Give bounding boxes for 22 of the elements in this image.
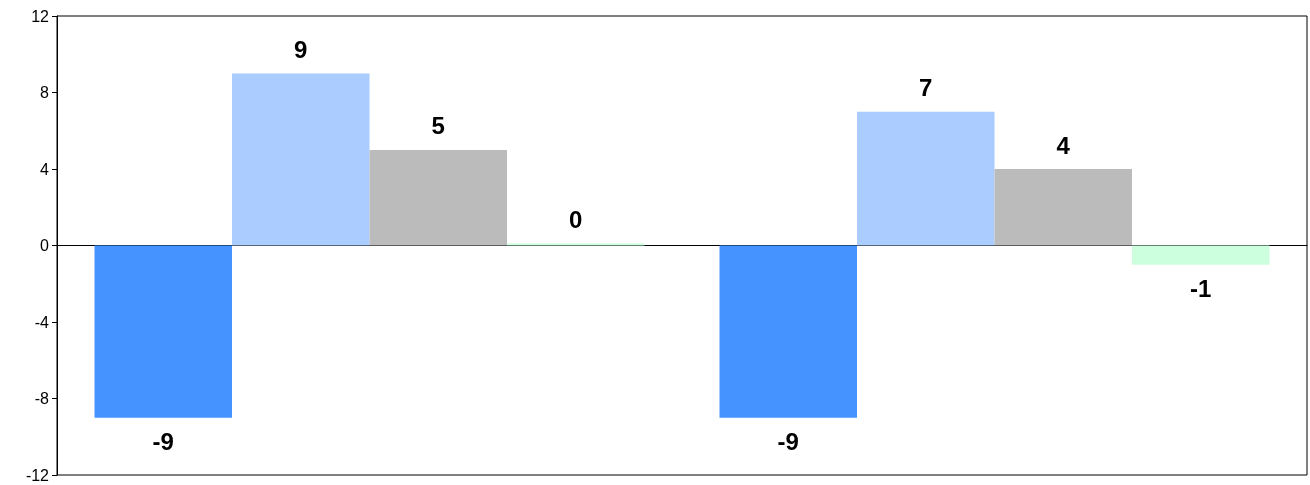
bar <box>857 111 995 246</box>
y-tick-label: -4 <box>34 313 50 331</box>
data-label: -9 <box>777 428 799 456</box>
data-label: 4 <box>1056 131 1071 159</box>
data-label: 7 <box>919 74 933 102</box>
bar <box>94 245 232 418</box>
bar <box>232 73 370 246</box>
data-label: -9 <box>152 428 174 456</box>
bar <box>719 245 857 418</box>
y-tick-label: 4 <box>40 160 50 178</box>
data-label: 0 <box>569 206 583 233</box>
data-label: -1 <box>1190 275 1212 303</box>
y-tick-label: -12 <box>25 466 50 484</box>
bar <box>1132 245 1270 265</box>
y-tick-label: 12 <box>31 7 50 25</box>
y-tick-label: 0 <box>40 237 50 254</box>
bar <box>994 169 1132 246</box>
data-label: 5 <box>431 112 445 140</box>
y-tick-label: 8 <box>40 84 50 101</box>
bar <box>369 149 507 246</box>
y-tick-label: -8 <box>34 390 50 407</box>
data-label: 9 <box>294 35 308 63</box>
